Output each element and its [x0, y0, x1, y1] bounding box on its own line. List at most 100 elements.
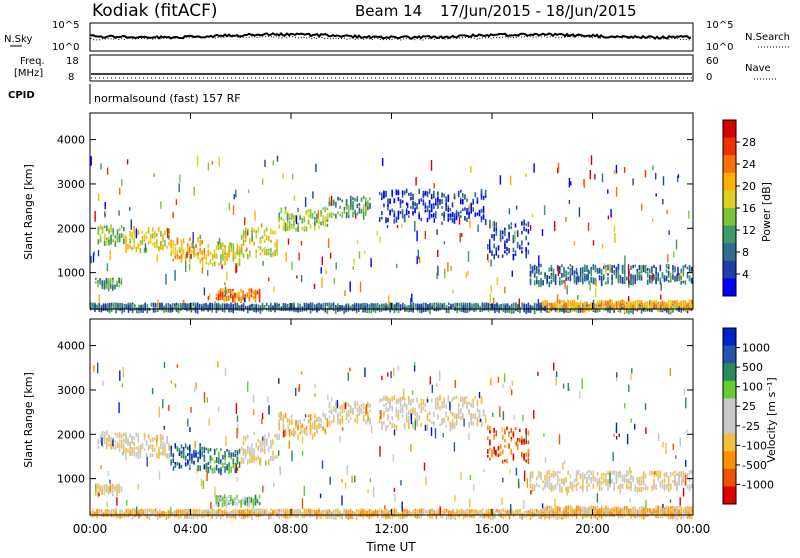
radar-echo-pixel: [630, 266, 632, 270]
radar-echo-pixel: [180, 250, 181, 253]
radar-echo-pixel: [239, 305, 241, 308]
radar-echo-pixel: [285, 210, 287, 215]
radar-echo-pixel: [322, 413, 324, 417]
radar-echo-pixel: [551, 275, 553, 280]
radar-echo-pixel: [255, 235, 257, 239]
radar-echo-pixel: [369, 409, 371, 412]
radar-echo-pixel: [507, 304, 509, 307]
radar-echo-pixel: [429, 510, 431, 514]
radar-echo-pixel: [199, 445, 201, 450]
radar-echo-pixel: [542, 487, 544, 490]
radar-echo-pixel: [116, 284, 118, 288]
radar-echo-pixel: [210, 455, 212, 460]
radar-echo-pixel: [672, 265, 674, 270]
radar-echo-pixel: [563, 273, 565, 277]
radar-echo-pixel: [427, 218, 429, 223]
radar-echo-pixel: [603, 274, 605, 280]
colorbar-segment: [723, 155, 736, 173]
radar-echo-pixel: [306, 426, 308, 430]
radar-echo-pixel: [314, 284, 315, 289]
radar-echo-pixel: [175, 244, 177, 247]
radar-echo-pixel: [129, 231, 131, 237]
radar-echo-pixel: [441, 206, 443, 209]
radar-echo-pixel: [498, 454, 500, 457]
radar-echo-pixel: [109, 303, 111, 307]
radar-echo-pixel: [616, 268, 618, 272]
radar-echo-pixel: [460, 416, 462, 420]
radar-echo-pixel: [312, 434, 314, 440]
radar-echo-pixel: [270, 456, 272, 461]
radar-echo-pixel: [270, 248, 272, 253]
radar-echo-pixel: [400, 398, 402, 402]
radar-echo-pixel: [624, 479, 626, 483]
radar-echo-pixel: [567, 267, 569, 270]
radar-echo-pixel: [634, 265, 636, 268]
radar-echo-pixel: [177, 462, 179, 465]
radar-echo-pixel: [538, 299, 539, 307]
radar-echo-pixel: [626, 304, 628, 306]
radar-echo-pixel: [270, 240, 272, 243]
radar-echo-pixel: [641, 476, 643, 479]
radar-echo-pixel: [327, 224, 329, 227]
radar-echo-pixel: [125, 454, 127, 460]
radar-echo-pixel: [268, 447, 270, 452]
radar-echo-pixel: [462, 398, 464, 400]
radar-echo-pixel: [630, 475, 632, 480]
radar-echo-pixel: [187, 244, 189, 247]
radar-echo-pixel: [429, 189, 431, 194]
radar-echo-pixel: [561, 480, 563, 485]
radar-echo-pixel: [150, 444, 152, 449]
radar-echo-pixel: [546, 472, 548, 475]
radar-echo-pixel: [546, 305, 548, 311]
radar-echo-pixel: [333, 408, 335, 411]
radar-echo-pixel: [245, 239, 247, 242]
radar-echo-pixel: [651, 301, 653, 304]
radar-echo-pixel: [441, 405, 443, 408]
radar-echo-pixel: [118, 285, 120, 288]
radar-echo-pixel: [119, 228, 121, 232]
radar-echo-pixel: [266, 509, 268, 514]
radar-echo-pixel: [197, 237, 199, 242]
radar-echo-pixel: [528, 229, 530, 234]
radar-echo-pixel: [274, 510, 276, 514]
radar-echo-pixel: [314, 510, 316, 515]
radar-echo-pixel: [348, 403, 350, 407]
radar-echo-pixel: [299, 304, 301, 308]
radar-echo-pixel: [607, 273, 609, 275]
radar-echo-pixel: [666, 484, 668, 489]
radar-echo-pixel: [348, 211, 350, 216]
radar-echo-pixel: [208, 462, 210, 465]
radar-echo-pixel: [590, 267, 592, 271]
radar-echo-pixel: [498, 307, 500, 313]
radar-echo-pixel: [295, 514, 297, 518]
radar-echo-pixel: [193, 249, 195, 253]
radar-echo-pixel: [152, 227, 154, 231]
radar-echo-pixel: [168, 304, 170, 306]
radar-echo-pixel: [595, 477, 597, 480]
radar-echo-pixel: [214, 301, 215, 308]
radar-echo-pixel: [491, 234, 493, 238]
radar-echo-pixel: [249, 503, 251, 507]
radar-echo-pixel: [212, 161, 213, 165]
radar-echo-pixel: [605, 473, 607, 478]
radar-echo-pixel: [100, 238, 102, 241]
radar-echo-pixel: [127, 244, 129, 249]
radar-echo-pixel: [104, 489, 106, 491]
radar-echo-pixel: [611, 471, 613, 475]
radar-echo-pixel: [605, 281, 607, 284]
radar-echo-pixel: [655, 280, 657, 285]
radar-echo-pixel: [191, 458, 193, 464]
radar-echo-pixel: [216, 294, 218, 297]
radar-echo-pixel: [493, 254, 495, 259]
radar-echo-pixel: [210, 448, 212, 451]
radar-echo-pixel: [334, 278, 335, 284]
radar-echo-pixel: [352, 212, 354, 216]
radar-echo-pixel: [427, 510, 429, 514]
radar-echo-pixel: [144, 511, 146, 517]
radar-echo-pixel: [431, 204, 433, 210]
radar-echo-pixel: [466, 272, 467, 278]
radar-echo-pixel: [312, 510, 314, 512]
radar-echo-pixel: [195, 453, 197, 457]
radar-echo-pixel: [346, 205, 348, 210]
radar-echo-pixel: [239, 254, 241, 257]
